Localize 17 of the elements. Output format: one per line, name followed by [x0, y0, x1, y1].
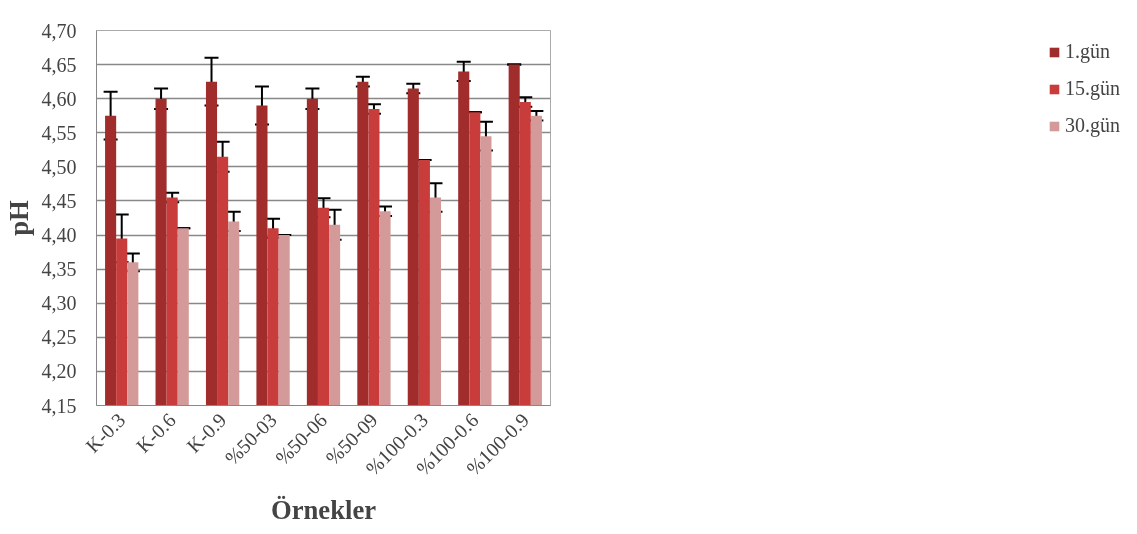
x-axis-title: Örnekler: [270, 495, 377, 526]
y-tick-label: 4,60: [41, 87, 77, 110]
y-tick-label: 4,65: [41, 53, 77, 76]
y-tick-label: 4,70: [41, 19, 77, 42]
legend-label: 15.gün: [1065, 77, 1120, 100]
y-tick-label: 4,35: [41, 258, 77, 281]
legend-label: 30.gün: [1065, 114, 1120, 137]
y-tick-label: 4,55: [41, 121, 77, 144]
y-tick-label: 4,40: [41, 224, 77, 247]
y-tick-label: 4,25: [41, 326, 77, 349]
y-tick-label: 4,45: [41, 189, 77, 212]
y-tick-label: 4,15: [41, 394, 77, 417]
y-tick-label: 4,20: [41, 360, 77, 383]
legend-label: 1.gün: [1065, 40, 1110, 63]
y-tick-label: 4,50: [41, 155, 77, 178]
y-axis-title: pH: [3, 199, 34, 236]
y-tick-label: 4,30: [41, 292, 77, 315]
